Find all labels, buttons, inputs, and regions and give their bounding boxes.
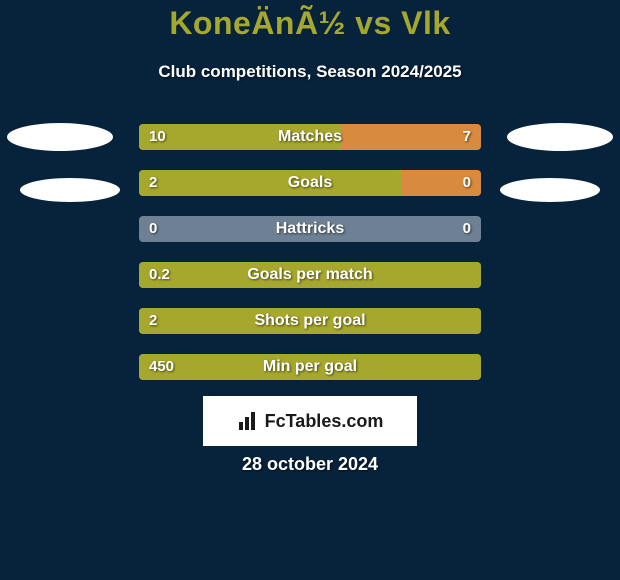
stat-bars: Matches107Goals20Hattricks00Goals per ma…	[139, 124, 481, 400]
comparison-card: KoneÄnÃ½ vs Vlk Club competitions, Seaso…	[0, 0, 620, 580]
stat-label: Goals	[139, 170, 481, 196]
stat-label: Hattricks	[139, 216, 481, 242]
stat-value-left: 0.2	[149, 262, 170, 288]
stat-label: Matches	[139, 124, 481, 150]
stat-label: Shots per goal	[139, 308, 481, 334]
stat-label: Min per goal	[139, 354, 481, 380]
stat-row: Min per goal450	[139, 354, 481, 380]
stat-value-left: 2	[149, 308, 157, 334]
stat-value-left: 0	[149, 216, 157, 242]
player-left-photo	[7, 123, 113, 151]
stat-label: Goals per match	[139, 262, 481, 288]
stat-value-left: 10	[149, 124, 166, 150]
fctables-badge[interactable]: FcTables.com	[203, 396, 417, 446]
stat-row: Shots per goal2	[139, 308, 481, 334]
fctables-text: FcTables.com	[265, 411, 384, 432]
stat-row: Matches10 7	[139, 124, 481, 150]
player-left-club	[20, 178, 120, 202]
stat-row: Goals per match0.2	[139, 262, 481, 288]
generated-date: 28 october 2024	[0, 454, 620, 475]
stat-value-left: 2	[149, 170, 157, 196]
stat-row: Goals2 0	[139, 170, 481, 196]
page-title: KoneÄnÃ½ vs Vlk	[0, 5, 620, 42]
stat-value-right: 0	[463, 170, 471, 196]
bar-chart-icon	[237, 410, 259, 432]
stat-value-right: 0	[463, 216, 471, 242]
player-right-photo	[507, 123, 613, 151]
subtitle: Club competitions, Season 2024/2025	[0, 62, 620, 82]
stat-value-left: 450	[149, 354, 174, 380]
stat-row: Hattricks0 0	[139, 216, 481, 242]
player-right-club	[500, 178, 600, 202]
stat-value-right: 7	[463, 124, 471, 150]
